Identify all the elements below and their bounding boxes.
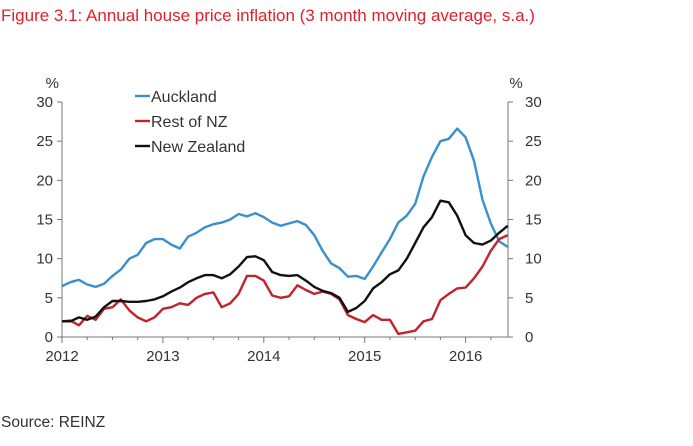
legend-label: Auckland: [151, 89, 217, 106]
y-tick-label-right: 5: [525, 290, 533, 307]
legend-label: Rest of NZ: [151, 114, 228, 131]
x-tick-label: 2014: [247, 348, 280, 365]
x-tick-label: 2013: [146, 348, 179, 365]
y-tick-label-right: 15: [525, 212, 542, 229]
series-line-auckland: [61, 127, 509, 289]
y-axis-unit-right: %: [509, 75, 522, 92]
figure-title: Figure 3.1: Annual house price inflation…: [1, 6, 535, 25]
x-tick-label: 2015: [348, 348, 381, 365]
y-tick-label-right: 20: [525, 172, 542, 189]
legend-label: New Zealand: [151, 139, 245, 156]
y-tick-label-right: 25: [525, 133, 542, 150]
y-tick-label-right: 10: [525, 251, 542, 268]
x-tick-label: 2016: [449, 348, 482, 365]
y-tick-label-left: 30: [36, 94, 53, 111]
y-tick-label-left: 0: [45, 329, 53, 346]
x-tick-label: 2012: [45, 348, 78, 365]
y-tick-label-right: 30: [525, 94, 542, 111]
series-lines: [61, 127, 509, 336]
y-tick-label-left: 25: [36, 133, 53, 150]
y-tick-label-left: 20: [36, 172, 53, 189]
axes: 0 0 5 5 10 10 15 15 20 20 25 25 30 30% % 2012 2013 2014 20…: [36, 75, 541, 365]
source-note: Source: REINZ: [1, 414, 106, 431]
legend: Auckland Rest of NZ New Zealand: [135, 89, 245, 156]
y-axis-unit-left: %: [46, 75, 59, 92]
y-tick-label-right: 0: [525, 329, 533, 346]
series-line-rest-of-nz: [61, 234, 509, 336]
series-line-new-zealand: [62, 199, 509, 323]
y-tick-label-left: 5: [45, 290, 53, 307]
y-tick-label-left: 15: [36, 212, 53, 229]
y-tick-label-left: 10: [36, 251, 53, 268]
